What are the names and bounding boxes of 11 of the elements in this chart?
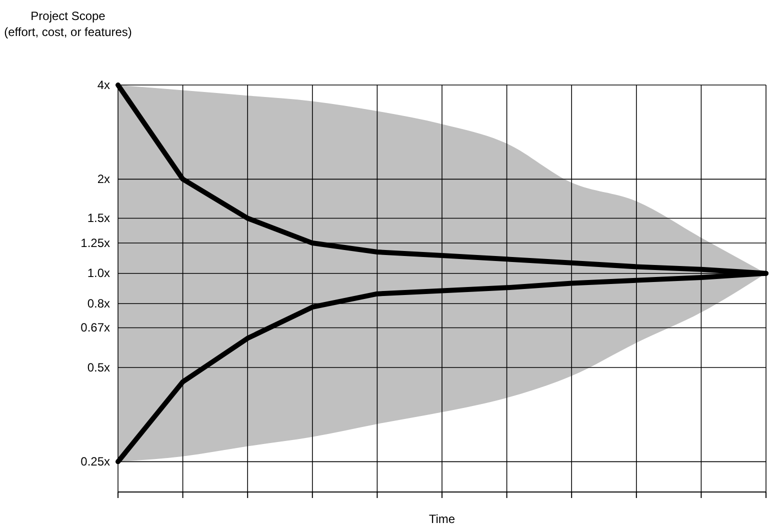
y-tick-label: 2x <box>97 172 110 186</box>
y-tick-label: 4x <box>97 78 110 92</box>
y-tick-label: 0.5x <box>87 360 110 374</box>
y-tick-label: 1.0x <box>87 266 110 280</box>
y-tick-label: 0.8x <box>87 296 110 310</box>
y-tick-label: 1.25x <box>80 236 110 250</box>
y-tick-label: 0.67x <box>80 320 110 335</box>
y-tick-label: 0.25x <box>80 454 110 469</box>
y-axis-title: Project Scope (effort, cost, or features) <box>4 9 132 39</box>
x-axis-title: Time <box>428 512 456 526</box>
y-tick-label: 1.5x <box>87 211 110 226</box>
